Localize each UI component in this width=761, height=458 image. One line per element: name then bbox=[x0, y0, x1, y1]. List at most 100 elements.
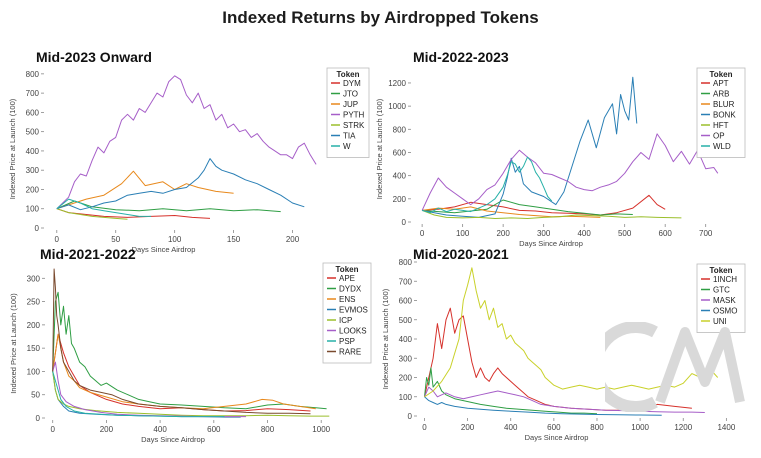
x-tick-label: 500 bbox=[618, 229, 632, 238]
y-tick-label: 300 bbox=[399, 354, 413, 363]
y-tick-label: 200 bbox=[393, 195, 407, 204]
legend-entry-op: OP bbox=[713, 132, 725, 141]
series-line-wld bbox=[421, 156, 553, 214]
legend-entry-dydx: DYDX bbox=[339, 285, 362, 294]
legend-entry-hft: HFT bbox=[713, 121, 729, 130]
series-line-psp bbox=[52, 371, 225, 418]
x-tick-label: 400 bbox=[577, 229, 591, 238]
x-tick-label: 200 bbox=[461, 423, 475, 432]
y-tick-label: 200 bbox=[27, 321, 41, 330]
y-tick-label: 600 bbox=[26, 108, 40, 117]
x-tick-label: 700 bbox=[699, 229, 713, 238]
y-tick-label: 200 bbox=[399, 374, 413, 383]
series-line-tia bbox=[56, 158, 305, 211]
x-tick-label: 0 bbox=[420, 229, 425, 238]
x-tick-label: 800 bbox=[261, 425, 275, 434]
legend-entry-1inch: 1INCH bbox=[713, 275, 737, 284]
x-tick-label: 200 bbox=[286, 235, 300, 244]
x-tick-label: 50 bbox=[111, 235, 120, 244]
y-tick-label: 100 bbox=[399, 393, 413, 402]
chart-panel-mid-2021: Mid-2021-2022 0 50 100 150 200 250 300 0 200 400 6… bbox=[0, 0, 380, 458]
series-line-strk bbox=[56, 208, 128, 220]
legend-entry-apt: APT bbox=[713, 79, 729, 88]
series-line-dydx bbox=[52, 291, 327, 410]
chart-title: Mid-2022-2023 bbox=[413, 49, 509, 65]
series-line-ape bbox=[52, 333, 311, 412]
chart-panel-mid-2023: Mid-2023 Onward 0 100 200 300 400 500 600 700 80… bbox=[0, 0, 380, 255]
line-chart-mid-2021: 0 50 100 150 200 250 300 0 200 400 600 800 1000 Days … bbox=[9, 262, 372, 444]
legend-entry-icp: ICP bbox=[339, 316, 352, 325]
y-axis-label: Indexed Price at Launch (100) bbox=[375, 98, 384, 199]
x-tick-label: 1200 bbox=[674, 423, 692, 432]
legend-title: Token bbox=[337, 70, 360, 79]
y-tick-label: 400 bbox=[393, 172, 407, 181]
x-tick-label: 400 bbox=[153, 425, 167, 434]
y-tick-label: 100 bbox=[26, 205, 40, 214]
x-tick-label: 0 bbox=[50, 425, 55, 434]
y-tick-label: 100 bbox=[27, 367, 41, 376]
x-tick-label: 1400 bbox=[717, 423, 735, 432]
legend-entry-ens: ENS bbox=[339, 295, 355, 304]
y-tick-label: 0 bbox=[36, 414, 41, 423]
x-axis-label: Days Since Airdrop bbox=[141, 435, 205, 444]
cm-logo-watermark bbox=[605, 322, 745, 412]
legend-entry-w: W bbox=[343, 142, 351, 151]
x-tick-label: 100 bbox=[168, 235, 182, 244]
y-tick-label: 500 bbox=[26, 128, 40, 137]
chart-panel-mid-2022: Mid-2022-2023 0 200 400 600 800 1000 1200 0 100 2… bbox=[375, 49, 746, 248]
y-tick-label: 600 bbox=[399, 297, 413, 306]
x-tick-label: 1000 bbox=[631, 423, 649, 432]
x-axis-label: Days Since Airdrop bbox=[132, 245, 196, 254]
y-axis-label: Indexed Price at Launch (100) bbox=[381, 288, 390, 389]
x-tick-label: 0 bbox=[55, 235, 60, 244]
legend-entry-dym: DYM bbox=[343, 79, 361, 88]
y-tick-label: 300 bbox=[27, 274, 41, 283]
x-tick-label: 150 bbox=[227, 235, 241, 244]
y-tick-label: 250 bbox=[27, 298, 41, 307]
y-tick-label: 800 bbox=[399, 258, 413, 267]
x-tick-label: 200 bbox=[496, 229, 510, 238]
series-line-rare bbox=[52, 268, 311, 415]
legend-box bbox=[322, 262, 372, 364]
series-line-gtc bbox=[424, 367, 598, 415]
y-tick-label: 800 bbox=[393, 125, 407, 134]
x-tick-label: 100 bbox=[456, 229, 470, 238]
series-line-blur bbox=[422, 206, 601, 218]
y-tick-label: 1000 bbox=[388, 102, 406, 111]
series-line-icp bbox=[52, 371, 330, 417]
x-tick-label: 600 bbox=[659, 229, 673, 238]
main-title: Indexed Returns by Airdropped Tokens bbox=[222, 8, 539, 27]
legend-entry-jup: JUP bbox=[343, 100, 358, 109]
x-axis-label: Days Since Airdrop bbox=[525, 433, 589, 442]
y-tick-label: 400 bbox=[399, 335, 413, 344]
chart-title: Mid-2021-2022 bbox=[40, 246, 136, 262]
legend-title: Token bbox=[336, 265, 359, 274]
series-line-jto bbox=[56, 200, 281, 213]
series-line-apt bbox=[422, 194, 666, 216]
legend-entry-mask: MASK bbox=[713, 296, 736, 305]
series-line-bonk bbox=[422, 76, 638, 218]
series-line-hft bbox=[421, 209, 682, 219]
series-line-uni bbox=[424, 267, 719, 398]
y-tick-label: 0 bbox=[35, 224, 40, 233]
x-tick-label: 600 bbox=[207, 425, 221, 434]
x-tick-label: 600 bbox=[547, 423, 561, 432]
y-tick-label: 300 bbox=[26, 166, 40, 175]
legend-entry-bonk: BONK bbox=[713, 111, 736, 120]
legend-entry-pyth: PYTH bbox=[343, 111, 365, 120]
y-tick-label: 700 bbox=[399, 277, 413, 286]
series-line-arb bbox=[422, 199, 633, 216]
legend-title: Token bbox=[710, 70, 733, 79]
legend-entry-ape: APE bbox=[339, 274, 355, 283]
y-tick-label: 600 bbox=[393, 148, 407, 157]
line-chart-mid-2022: 0 200 400 600 800 1000 1200 0 100 200 300 400 500 600… bbox=[375, 67, 746, 248]
y-tick-label: 500 bbox=[399, 316, 413, 325]
legend-entry-wld: WLD bbox=[713, 142, 731, 151]
series-line-w bbox=[56, 198, 152, 217]
y-tick-label: 200 bbox=[26, 185, 40, 194]
legend-entry-uni: UNI bbox=[713, 317, 727, 326]
y-tick-label: 50 bbox=[31, 391, 40, 400]
series-line-pyth bbox=[56, 75, 317, 210]
